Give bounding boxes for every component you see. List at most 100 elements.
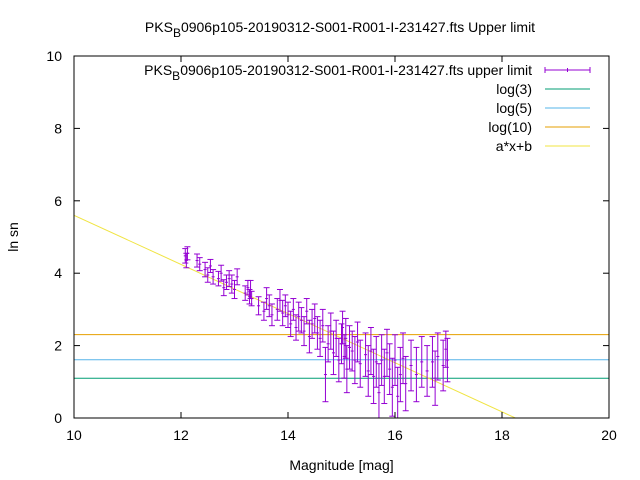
y-tick-label: 8 xyxy=(54,120,62,136)
data-point xyxy=(215,270,222,287)
data-point xyxy=(317,319,324,357)
legend-item: log(5) xyxy=(496,100,590,116)
data-point xyxy=(279,299,286,327)
data-point xyxy=(202,261,209,278)
chart-title: PKSB0906p105-20190312-S001-R001-I-231427… xyxy=(145,19,535,40)
data-point xyxy=(226,270,233,288)
data-point xyxy=(335,337,342,383)
data-point xyxy=(248,290,255,307)
data-point xyxy=(362,332,369,377)
data-point xyxy=(220,279,227,297)
data-point xyxy=(234,268,241,286)
data-point xyxy=(207,258,214,273)
data-point xyxy=(375,363,382,418)
legend-label: PKSB0906p105-20190312-S001-R001-I-231427… xyxy=(144,62,532,83)
data-point xyxy=(342,317,349,359)
data-point xyxy=(204,267,211,283)
data-point xyxy=(418,336,425,388)
data-point xyxy=(394,366,401,418)
data-point xyxy=(290,298,297,321)
data-point xyxy=(282,294,289,318)
x-axis-label: Magnitude [mag] xyxy=(289,457,393,473)
data-point xyxy=(357,339,364,388)
data-point xyxy=(184,246,191,261)
x-tick-label: 10 xyxy=(66,427,82,443)
data-point xyxy=(432,350,439,406)
data-point xyxy=(319,308,326,343)
data-point xyxy=(413,346,420,403)
data-point xyxy=(287,310,294,338)
data-point xyxy=(440,339,447,392)
y-tick-label: 10 xyxy=(46,48,62,64)
data-point xyxy=(367,327,374,376)
x-tick-label: 18 xyxy=(494,427,510,443)
data-point xyxy=(231,279,238,300)
y-axis-label: ln sn xyxy=(5,222,21,252)
data-point xyxy=(311,303,318,334)
data-point xyxy=(444,337,451,383)
data-point xyxy=(424,345,431,397)
legend-item: log(10) xyxy=(488,119,590,135)
data-point xyxy=(263,287,270,310)
data-point xyxy=(339,310,346,345)
data-point xyxy=(274,298,281,321)
legend-item: PKSB0906p105-20190312-S001-R001-I-231427… xyxy=(144,62,591,83)
data-point xyxy=(346,325,353,370)
data-point xyxy=(389,357,396,417)
data-point xyxy=(349,330,356,372)
data-point xyxy=(373,336,380,388)
legend-label: log(10) xyxy=(488,119,532,135)
data-point xyxy=(266,294,273,318)
x-tick-label: 12 xyxy=(173,427,189,443)
chart-title-group: PKSB0906p105-20190312-S001-R001-I-231427… xyxy=(145,19,535,40)
data-point xyxy=(309,308,316,339)
plot-data xyxy=(74,214,609,418)
data-point xyxy=(306,319,313,354)
data-point xyxy=(392,334,398,386)
data-point xyxy=(378,334,385,386)
data-point xyxy=(303,298,310,325)
y-tick-label: 4 xyxy=(54,265,62,281)
y-tick-label: 2 xyxy=(54,338,62,354)
axes: 10 12 14 16 18 20 0 2 4 6 8 10 xyxy=(46,48,617,443)
legend-item: log(3) xyxy=(496,81,590,97)
data-point xyxy=(194,253,201,268)
data-point xyxy=(400,332,407,385)
data-point xyxy=(351,336,358,385)
x-tick-label: 16 xyxy=(387,427,403,443)
data-point xyxy=(210,269,217,285)
data-point xyxy=(402,355,409,412)
data-point xyxy=(260,301,267,321)
data-point xyxy=(298,307,305,334)
data-point xyxy=(301,316,308,347)
data-point xyxy=(386,343,393,395)
data-point xyxy=(196,257,203,272)
x-tick-label: 20 xyxy=(601,427,617,443)
data-point xyxy=(408,339,415,392)
x-tick-label: 14 xyxy=(280,427,296,443)
data-point xyxy=(218,264,225,282)
data-point xyxy=(434,332,441,381)
legend-label: log(5) xyxy=(496,100,532,116)
legend-item: a*x+b xyxy=(496,138,590,154)
data-point xyxy=(295,301,302,332)
data-point xyxy=(255,296,262,316)
legend-label: log(3) xyxy=(496,81,532,97)
data-point xyxy=(354,321,361,363)
fit-line xyxy=(74,214,516,418)
data-point xyxy=(228,274,235,294)
legend-label: a*x+b xyxy=(496,138,532,154)
data-point xyxy=(322,346,329,403)
data-point xyxy=(383,328,390,377)
y-tick-label: 0 xyxy=(54,410,62,426)
data-point xyxy=(365,345,372,397)
data-point xyxy=(370,348,377,405)
y-tick-label: 6 xyxy=(54,193,62,209)
data-point xyxy=(314,316,321,350)
data-point xyxy=(293,314,300,341)
plot-frame xyxy=(73,55,610,419)
data-point xyxy=(268,303,275,327)
data-point xyxy=(325,325,332,363)
data-point xyxy=(429,336,436,388)
